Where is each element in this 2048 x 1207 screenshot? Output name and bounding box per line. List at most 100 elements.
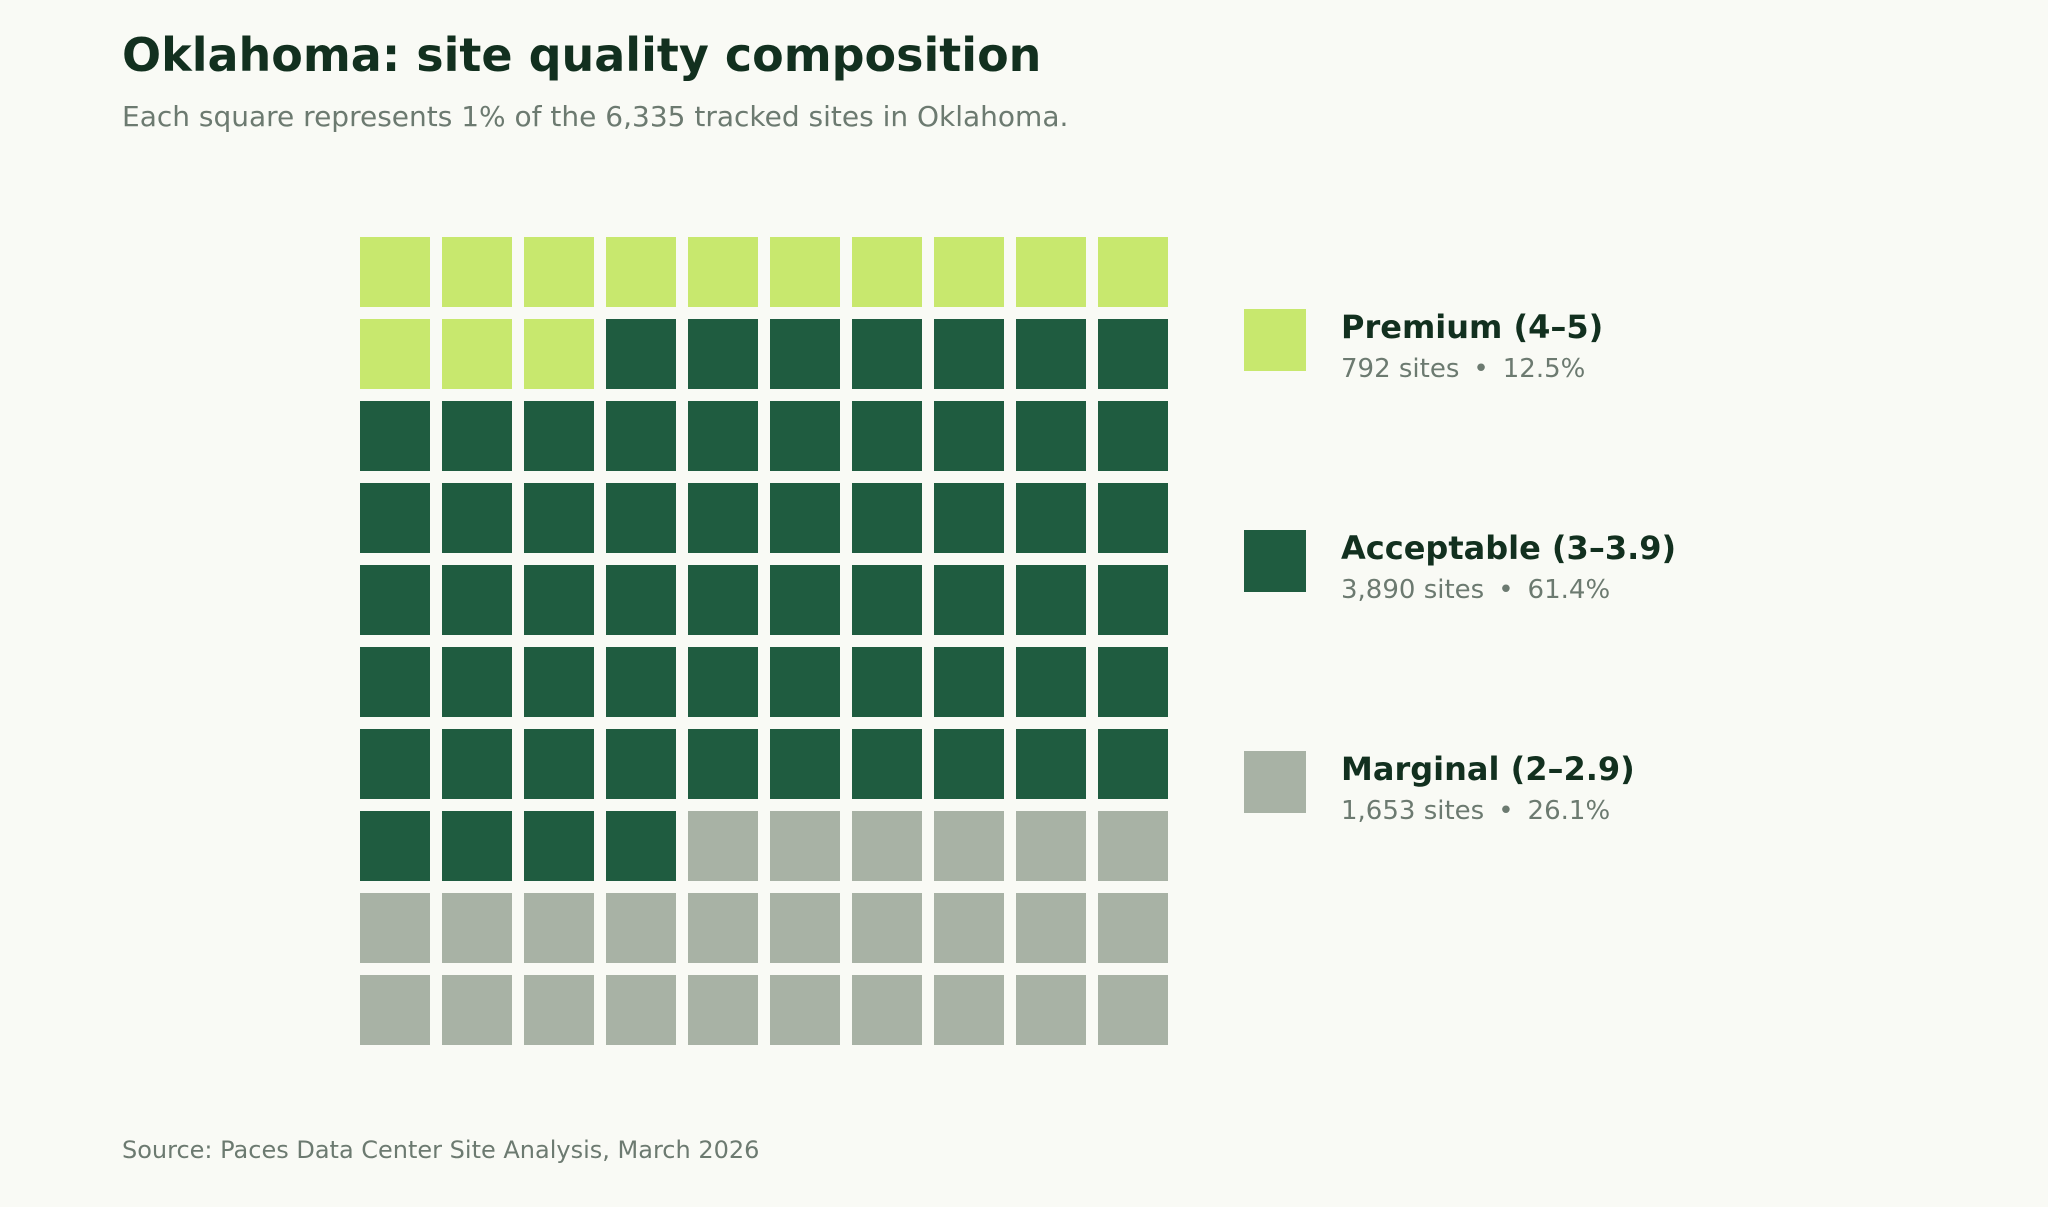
waffle-square-acceptable <box>442 483 512 553</box>
chart-subtitle: Each square represents 1% of the 6,335 t… <box>122 100 1069 133</box>
waffle-square-premium <box>524 319 594 389</box>
waffle-square-acceptable <box>1098 319 1168 389</box>
chart-source: Source: Paces Data Center Site Analysis,… <box>122 1136 760 1164</box>
legend-detail-acceptable: 3,890 sites • 61.4% <box>1341 575 1610 605</box>
waffle-square-acceptable <box>852 401 922 471</box>
waffle-square-acceptable <box>606 483 676 553</box>
waffle-square-acceptable <box>442 647 512 717</box>
waffle-square-premium <box>1098 237 1168 307</box>
waffle-square-acceptable <box>524 811 594 881</box>
waffle-square-marginal <box>524 893 594 963</box>
waffle-square-acceptable <box>606 647 676 717</box>
waffle-square-marginal <box>934 893 1004 963</box>
waffle-square-acceptable <box>688 647 758 717</box>
waffle-square-premium <box>1016 237 1086 307</box>
waffle-square-marginal <box>524 975 594 1045</box>
legend-label-marginal: Marginal (2–2.9) <box>1341 750 1635 788</box>
waffle-square-acceptable <box>360 647 430 717</box>
chart-title: Oklahoma: site quality composition <box>122 28 1042 82</box>
legend-item-marginal: Marginal (2–2.9) 1,653 sites • 26.1% <box>1244 742 1804 842</box>
waffle-square-marginal <box>360 893 430 963</box>
legend-label-premium: Premium (4–5) <box>1341 308 1604 346</box>
waffle-square-marginal <box>770 893 840 963</box>
waffle-square-marginal <box>1098 893 1168 963</box>
waffle-square-acceptable <box>606 565 676 635</box>
waffle-square-premium <box>360 237 430 307</box>
legend-sites-marginal: 1,653 sites <box>1341 796 1485 826</box>
waffle-square-marginal <box>688 811 758 881</box>
waffle-square-acceptable <box>934 729 1004 799</box>
waffle-square-premium <box>770 237 840 307</box>
waffle-square-premium <box>360 319 430 389</box>
waffle-square-acceptable <box>688 729 758 799</box>
waffle-square-acceptable <box>934 565 1004 635</box>
waffle-square-acceptable <box>852 319 922 389</box>
waffle-square-acceptable <box>606 729 676 799</box>
legend-sites-acceptable: 3,890 sites <box>1341 575 1485 605</box>
waffle-square-acceptable <box>934 647 1004 717</box>
waffle-square-acceptable <box>1098 401 1168 471</box>
waffle-square-acceptable <box>524 729 594 799</box>
waffle-square-marginal <box>852 893 922 963</box>
waffle-square-acceptable <box>1098 483 1168 553</box>
waffle-square-acceptable <box>606 401 676 471</box>
waffle-square-acceptable <box>688 483 758 553</box>
legend-swatch-marginal <box>1244 751 1306 813</box>
waffle-square-acceptable <box>1016 483 1086 553</box>
waffle-square-acceptable <box>770 565 840 635</box>
waffle-square-marginal <box>606 975 676 1045</box>
waffle-square-premium <box>524 237 594 307</box>
waffle-square-marginal <box>1098 811 1168 881</box>
legend-percent-premium: 12.5% <box>1502 354 1586 384</box>
waffle-square-acceptable <box>688 565 758 635</box>
waffle-square-marginal <box>606 893 676 963</box>
waffle-square-acceptable <box>524 401 594 471</box>
waffle-square-premium <box>688 237 758 307</box>
waffle-square-premium <box>442 319 512 389</box>
waffle-square-acceptable <box>688 319 758 389</box>
waffle-square-acceptable <box>360 483 430 553</box>
waffle-square-premium <box>852 237 922 307</box>
legend-sites-premium: 792 sites <box>1341 354 1460 384</box>
waffle-square-marginal <box>688 893 758 963</box>
waffle-square-marginal <box>1098 975 1168 1045</box>
waffle-square-acceptable <box>1016 319 1086 389</box>
waffle-square-acceptable <box>934 483 1004 553</box>
waffle-square-acceptable <box>442 811 512 881</box>
waffle-square-acceptable <box>442 401 512 471</box>
waffle-square-acceptable <box>934 401 1004 471</box>
legend-swatch-premium <box>1244 309 1306 371</box>
waffle-square-marginal <box>852 811 922 881</box>
waffle-square-acceptable <box>770 729 840 799</box>
waffle-square-acceptable <box>606 319 676 389</box>
waffle-square-marginal <box>1016 893 1086 963</box>
waffle-square-acceptable <box>1098 565 1168 635</box>
waffle-square-acceptable <box>524 565 594 635</box>
waffle-grid <box>360 237 1168 1045</box>
legend-percent-marginal: 26.1% <box>1527 796 1611 826</box>
legend-separator: • <box>1498 796 1514 826</box>
waffle-square-acceptable <box>1016 401 1086 471</box>
waffle-square-acceptable <box>852 483 922 553</box>
waffle-square-acceptable <box>1016 565 1086 635</box>
waffle-square-marginal <box>934 811 1004 881</box>
waffle-square-marginal <box>852 975 922 1045</box>
legend-separator: • <box>1498 575 1514 605</box>
waffle-square-acceptable <box>360 401 430 471</box>
waffle-square-acceptable <box>770 647 840 717</box>
waffle-square-acceptable <box>360 565 430 635</box>
legend-separator: • <box>1473 354 1489 384</box>
waffle-square-marginal <box>442 975 512 1045</box>
legend-percent-acceptable: 61.4% <box>1527 575 1611 605</box>
waffle-square-acceptable <box>442 729 512 799</box>
legend-item-premium: Premium (4–5) 792 sites • 12.5% <box>1244 300 1804 400</box>
waffle-square-acceptable <box>770 319 840 389</box>
waffle-square-acceptable <box>360 729 430 799</box>
waffle-square-acceptable <box>852 729 922 799</box>
waffle-square-acceptable <box>688 401 758 471</box>
waffle-square-acceptable <box>1016 647 1086 717</box>
waffle-square-acceptable <box>360 811 430 881</box>
legend-swatch-acceptable <box>1244 530 1306 592</box>
waffle-square-marginal <box>770 811 840 881</box>
